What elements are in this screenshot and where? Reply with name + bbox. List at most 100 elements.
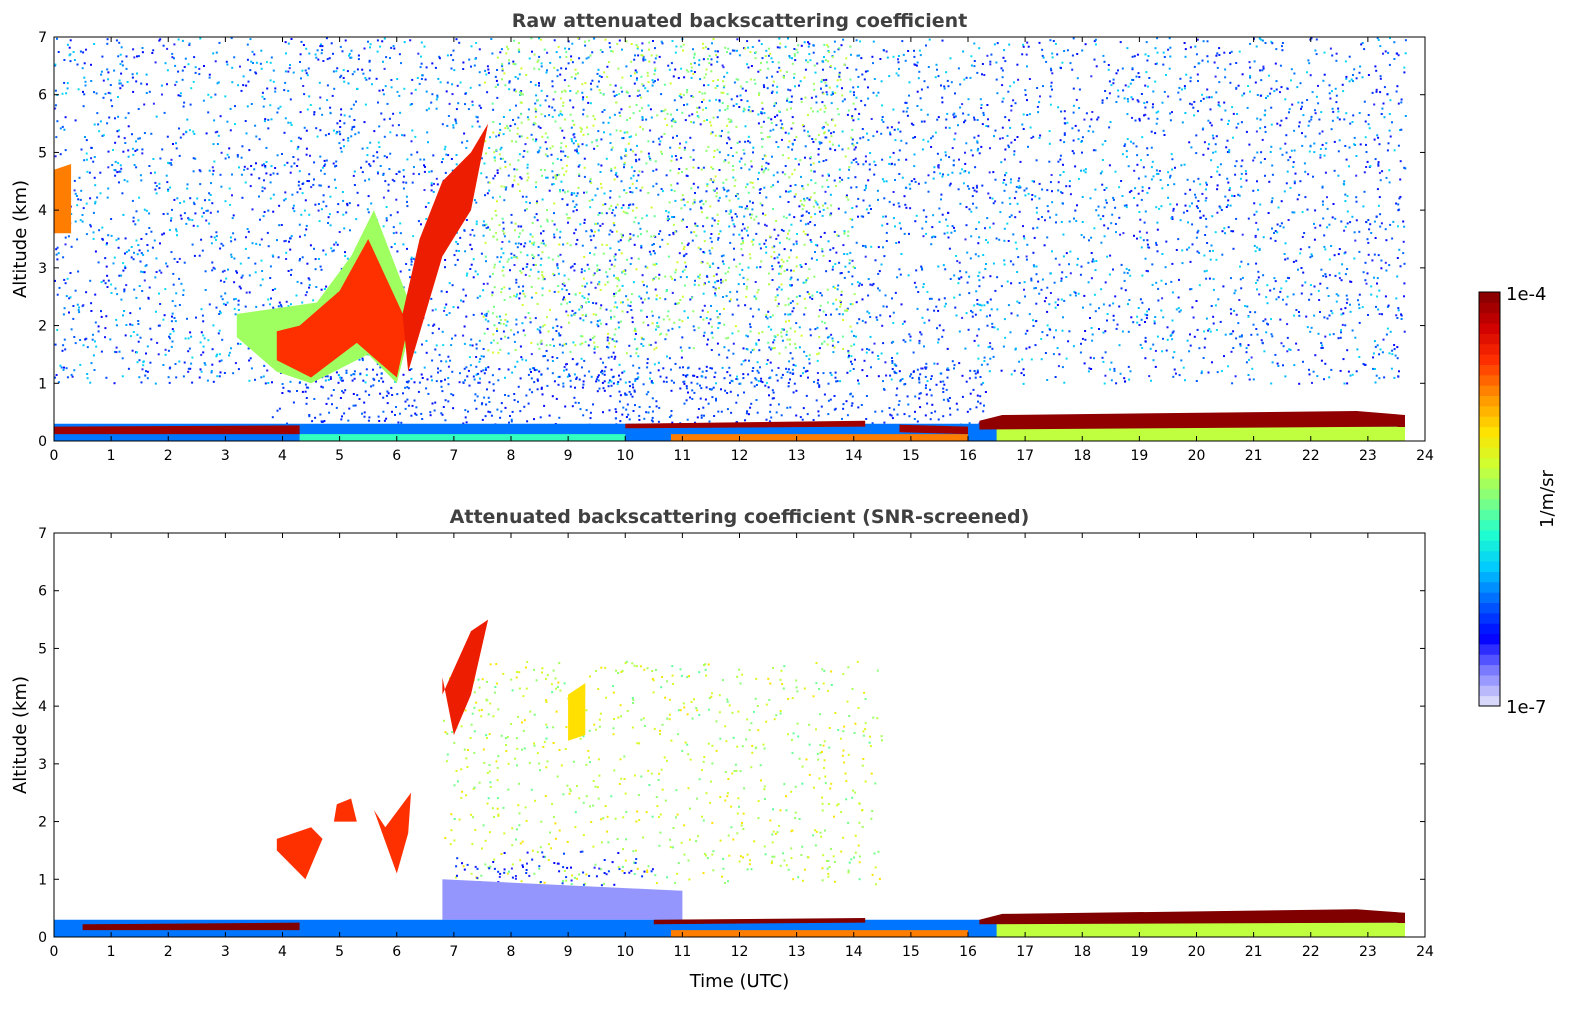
noise-point <box>737 304 740 307</box>
noise-point <box>1101 170 1104 173</box>
noise-point <box>692 121 695 124</box>
noise-point <box>164 62 167 65</box>
noise-point <box>628 204 630 207</box>
noise-point <box>741 87 744 90</box>
noise-point <box>405 263 408 265</box>
noise-point <box>366 154 369 157</box>
noise-point <box>1173 351 1176 354</box>
noise-point <box>192 157 195 160</box>
noise-point <box>707 338 709 341</box>
noise-point <box>245 132 248 135</box>
noise-point <box>734 213 737 215</box>
noise-point <box>583 359 586 362</box>
noise-point <box>1061 61 1064 64</box>
noise-point <box>649 344 652 346</box>
noise-point <box>1349 280 1351 283</box>
noise-point <box>1273 287 1276 290</box>
noise-point <box>581 295 584 298</box>
noise-point <box>1017 179 1020 182</box>
noise-point <box>85 291 88 294</box>
noise-point <box>970 210 973 213</box>
noise-point <box>159 157 162 160</box>
noise-point <box>685 265 687 268</box>
noise-point <box>772 174 775 177</box>
noise-point <box>892 311 895 314</box>
noise-point <box>1145 269 1148 272</box>
noise-point <box>1156 117 1159 120</box>
noise-point <box>654 57 657 60</box>
noise-point <box>381 89 384 92</box>
noise-point <box>1049 328 1052 331</box>
noise-point <box>527 108 530 111</box>
noise-point <box>1073 290 1076 293</box>
noise-point <box>534 84 537 87</box>
noise-point <box>1264 126 1267 129</box>
noise-point <box>1104 281 1107 284</box>
noise-point <box>1146 191 1149 194</box>
noise-point <box>352 174 355 177</box>
noise-point <box>722 66 725 69</box>
noise-point <box>77 309 80 312</box>
noise-point <box>1220 370 1223 373</box>
noise-point <box>1010 282 1013 285</box>
noise-point <box>1036 226 1039 229</box>
noise-point <box>809 239 812 241</box>
noise-point <box>335 160 338 163</box>
noise-point <box>738 54 741 57</box>
noise-point <box>925 215 928 218</box>
noise-point <box>269 277 272 279</box>
noise-point <box>574 139 577 142</box>
noise-point <box>581 61 584 64</box>
noise-point <box>210 242 213 245</box>
noise-point <box>1280 200 1283 203</box>
noise-point <box>618 111 621 114</box>
noise-point <box>247 256 250 259</box>
noise-point <box>957 282 960 285</box>
noise-point <box>1129 370 1132 373</box>
noise-point <box>56 120 59 123</box>
noise-point <box>340 150 343 153</box>
noise-point <box>188 347 191 350</box>
noise-point <box>202 351 205 354</box>
noise-point <box>1354 336 1357 339</box>
noise-point <box>1252 378 1255 381</box>
noise-point <box>1072 111 1075 114</box>
noise-point <box>304 294 307 297</box>
noise-point <box>236 271 238 274</box>
noise-point <box>1365 221 1368 223</box>
noise-point <box>155 185 158 187</box>
noise-point <box>1094 149 1097 152</box>
noise-point <box>534 102 537 105</box>
noise-point <box>1288 108 1291 111</box>
noise-point <box>1214 304 1217 307</box>
noise-point <box>267 245 270 248</box>
noise-point <box>399 270 402 273</box>
noise-point <box>892 203 895 206</box>
noise-point <box>455 38 458 41</box>
noise-point <box>120 72 123 75</box>
noise-point <box>684 119 687 122</box>
noise-point <box>1373 340 1376 343</box>
noise-point <box>237 84 240 87</box>
noise-point <box>204 199 206 202</box>
noise-point <box>977 344 980 347</box>
noise-point <box>820 80 823 83</box>
noise-point <box>251 242 254 245</box>
noise-point <box>671 40 674 42</box>
noise-point <box>931 226 934 229</box>
noise-point <box>1095 209 1098 212</box>
noise-point <box>753 295 756 298</box>
noise-point <box>893 364 896 367</box>
noise-point <box>681 336 684 339</box>
noise-point <box>629 305 632 307</box>
noise-point <box>308 278 311 281</box>
noise-point <box>1256 94 1259 96</box>
noise-point <box>537 270 540 273</box>
noise-point <box>1279 91 1281 94</box>
noise-point <box>138 285 141 287</box>
noise-point <box>305 72 308 75</box>
noise-point <box>418 82 421 85</box>
noise-point <box>510 256 513 259</box>
noise-point <box>1384 228 1387 231</box>
noise-point <box>1364 279 1367 282</box>
